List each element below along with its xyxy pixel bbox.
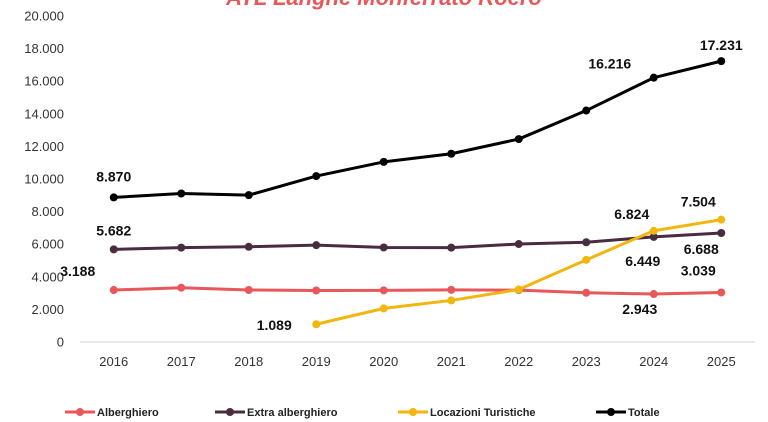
data-point xyxy=(177,283,186,292)
x-tick-label: 2019 xyxy=(302,354,331,369)
data-label: 8.870 xyxy=(96,168,131,184)
data-point xyxy=(514,285,523,294)
data-label: 3.039 xyxy=(681,262,716,278)
y-tick-label: 10.000 xyxy=(24,172,64,187)
legend-item: Alberghiero xyxy=(65,407,159,419)
data-point xyxy=(244,286,253,295)
series-2 xyxy=(109,228,726,254)
series-line xyxy=(112,59,723,199)
y-tick-label: 2.000 xyxy=(31,302,64,317)
series-line xyxy=(112,286,723,296)
data-point xyxy=(379,304,388,313)
data-point xyxy=(447,243,456,252)
data-label: 5.682 xyxy=(96,222,131,238)
legend-label: Totale xyxy=(628,407,660,419)
y-tick-label: 6.000 xyxy=(31,237,64,252)
data-point xyxy=(177,243,186,252)
data-label: 3.188 xyxy=(60,263,95,279)
x-tick-label: 2023 xyxy=(572,354,601,369)
x-tick-label: 2017 xyxy=(167,354,196,369)
series-layer xyxy=(109,57,726,329)
data-point xyxy=(717,288,726,297)
data-point xyxy=(312,320,321,329)
data-point xyxy=(177,189,186,198)
data-point xyxy=(582,238,591,247)
x-tick-label: 2020 xyxy=(369,354,398,369)
data-label: 2.943 xyxy=(622,301,657,317)
data-point xyxy=(582,106,591,115)
y-tick-label: 20.000 xyxy=(24,9,64,24)
data-point xyxy=(717,215,726,224)
y-tick-label: 14.000 xyxy=(24,106,64,121)
chart-title: ATL Langhe Monferrato Roero xyxy=(225,0,542,10)
legend-label: Alberghiero xyxy=(97,407,159,419)
x-tick-label: 2025 xyxy=(707,354,736,369)
data-point xyxy=(649,73,658,82)
data-point xyxy=(244,242,253,251)
x-tick-label: 2016 xyxy=(99,354,128,369)
data-point xyxy=(312,286,321,295)
data-point xyxy=(379,286,388,295)
data-point xyxy=(312,241,321,250)
data-point xyxy=(379,243,388,252)
legend-label: Locazioni Turistiche xyxy=(430,407,536,419)
legend-item: Totale xyxy=(596,407,660,419)
y-tick-label: 0 xyxy=(57,335,64,350)
series-4 xyxy=(109,57,726,202)
legend-swatch-marker xyxy=(607,408,615,416)
x-tick-label: 2021 xyxy=(437,354,466,369)
legend-item: Extra alberghiero xyxy=(215,407,338,419)
data-label: 1.089 xyxy=(257,317,292,333)
data-point xyxy=(244,191,253,200)
data-point xyxy=(379,157,388,166)
data-point xyxy=(649,226,658,235)
y-tick-label: 12.000 xyxy=(24,139,64,154)
series-line xyxy=(112,231,723,251)
x-tick-label: 2022 xyxy=(504,354,533,369)
data-label: 6.824 xyxy=(614,206,649,222)
data-point xyxy=(649,232,658,241)
data-point xyxy=(447,149,456,158)
y-tick-label: 8.000 xyxy=(31,204,64,219)
legend-swatch-marker xyxy=(76,408,84,416)
data-label: 16.216 xyxy=(588,56,631,72)
data-label: 6.449 xyxy=(625,253,660,269)
data-point xyxy=(109,286,118,295)
data-point xyxy=(514,240,523,249)
data-label: 6.688 xyxy=(684,241,719,257)
data-labels: 8.870 16.216 17.231 5.682 6.449 6.688 3.188 2.9… xyxy=(60,37,743,333)
x-axis-ticks: 2016 2017 2018 2019 2020 2021 2022 2023 2024 2025 xyxy=(99,354,735,369)
data-point xyxy=(312,172,321,181)
data-point xyxy=(109,193,118,202)
legend-label: Extra alberghiero xyxy=(247,407,338,419)
data-point xyxy=(717,57,726,66)
data-point xyxy=(514,135,523,144)
data-label: 7.504 xyxy=(681,194,716,210)
series-3 xyxy=(312,215,726,329)
data-point xyxy=(582,255,591,264)
y-tick-label: 18.000 xyxy=(24,41,64,56)
data-label: 17.231 xyxy=(700,37,743,53)
data-point xyxy=(649,290,658,299)
y-tick-label: 4.000 xyxy=(31,269,64,284)
x-tick-label: 2018 xyxy=(234,354,263,369)
series-1 xyxy=(109,283,726,299)
data-point xyxy=(447,285,456,294)
x-tick-label: 2024 xyxy=(639,354,668,369)
data-point xyxy=(109,245,118,254)
legend: Alberghiero Extra alberghiero Locazioni Tu… xyxy=(65,407,660,419)
y-tick-label: 16.000 xyxy=(24,74,64,89)
data-point xyxy=(717,228,726,237)
legend-swatch-marker xyxy=(226,408,234,416)
legend-item: Locazioni Turistiche xyxy=(398,407,536,419)
legend-swatch-marker xyxy=(409,408,417,416)
y-axis-ticks: 0 2.000 4.000 6.000 8.000 10.000 12.000 14.000 1… xyxy=(24,9,64,350)
data-point xyxy=(447,296,456,305)
data-point xyxy=(582,288,591,297)
